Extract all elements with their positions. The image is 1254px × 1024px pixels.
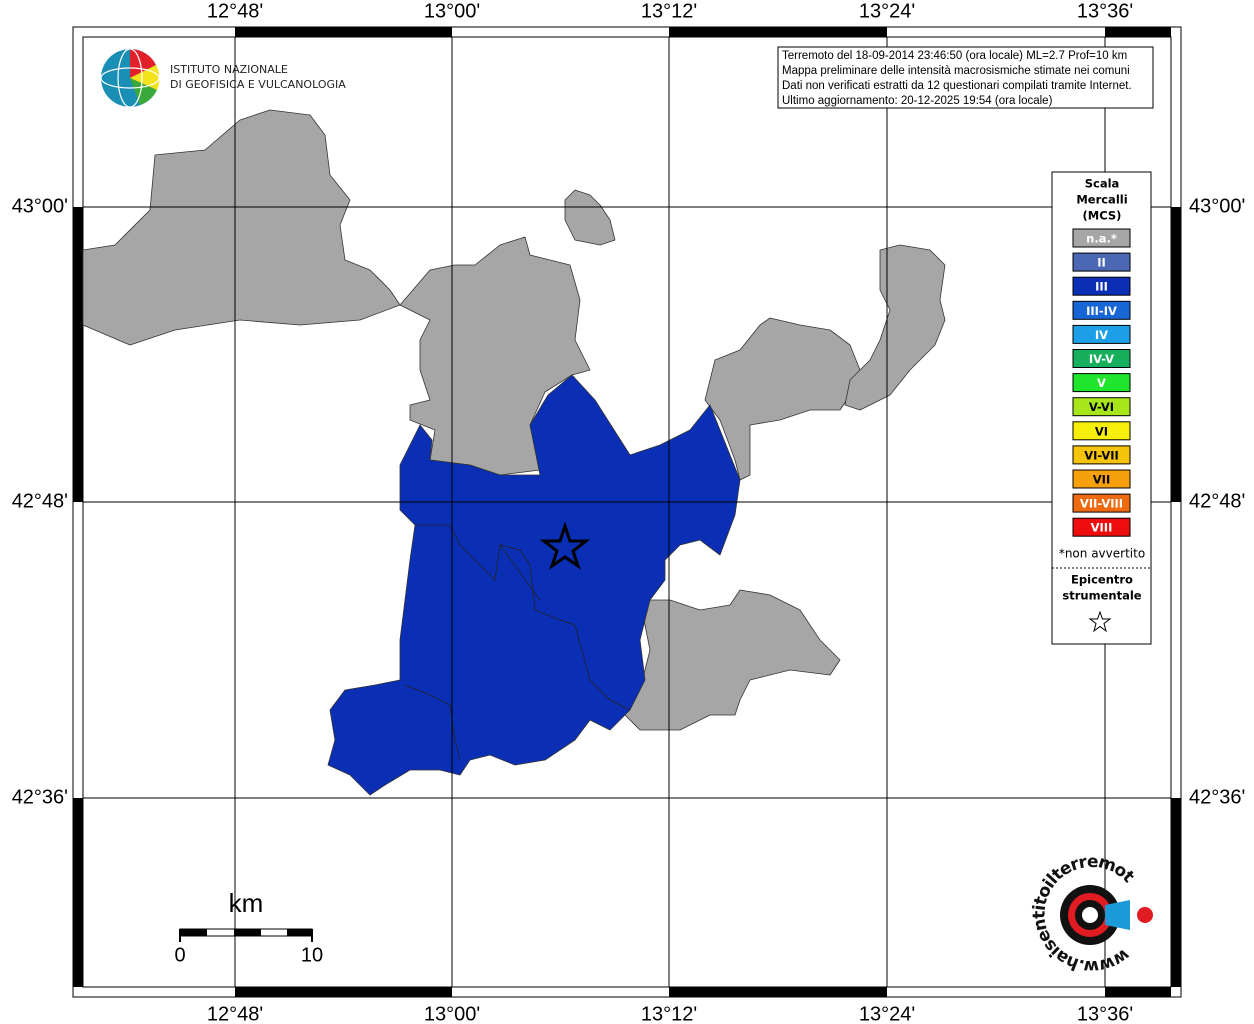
graticule [83, 37, 1171, 987]
legend-swatch [1072, 517, 1131, 537]
institute-name: ISTITUTO NAZIONALE [170, 63, 288, 76]
ingv-logo: ISTITUTO NAZIONALE DI GEOFISICA E VULCAN… [100, 48, 346, 108]
legend-label: n.a.* [1086, 232, 1117, 246]
legend-title: Mercalli [1076, 193, 1127, 207]
longitude-label: 13°12' [641, 0, 697, 22]
municipal-border [404, 524, 631, 761]
legend-swatch [1072, 349, 1131, 368]
scale-bar: km 0 10 [174, 888, 323, 966]
legend-swatch [1072, 228, 1131, 248]
info-line: Terremoto del 18-09-2014 23:46:50 (ora l… [782, 50, 1127, 62]
legend-label: VII-VIII [1080, 497, 1123, 511]
legend-label: V [1097, 376, 1106, 390]
legend-swatch [1072, 469, 1131, 489]
scale-unit: km [229, 888, 264, 918]
region-not-felt [82, 109, 401, 346]
legend-swatch [1072, 493, 1131, 513]
scale-label: 10 [301, 944, 323, 966]
info-line: Ultimo aggiornamento: 20-12-2025 19:54 (… [782, 95, 1053, 107]
latitude-label: 42°48' [1189, 490, 1245, 512]
longitude-label: 12°48' [207, 0, 263, 22]
region-not-felt [399, 236, 591, 476]
longitude-label: 13°36' [1077, 0, 1133, 22]
legend-star [1088, 610, 1112, 633]
legend-label: II [1097, 256, 1106, 270]
latitude-label: 43°00' [1189, 195, 1245, 217]
latitude-label: 43°00' [12, 195, 68, 217]
legend-label: IV-V [1089, 352, 1114, 366]
info-box [777, 46, 1154, 109]
coordinate-labels: 12°48' 12°48' 13°00' 13°00' 13°12' 13°12' 13°2… [12, 0, 1246, 1024]
legend-swatch [1072, 252, 1131, 272]
legend-label: IV [1095, 328, 1108, 342]
legend-footnote: *non avvertito [1059, 547, 1145, 561]
legend-title: (MCS) [1083, 209, 1122, 223]
legend-swatch [1072, 324, 1131, 344]
region-intensity-iii [327, 374, 741, 796]
epicenter-star [539, 521, 591, 570]
legend-swatch [1072, 445, 1131, 465]
latitude-label: 42°36' [1189, 786, 1245, 808]
longitude-label: 13°24' [859, 1003, 915, 1024]
legend-items: n.a.*IIIIIIII-IVIVIV-VVV-VIVIVI-VIIVIIVI… [1072, 228, 1131, 537]
legend-swatch [1072, 276, 1131, 296]
scale-label: 0 [174, 944, 185, 966]
legend-epicenter: Epicentro [1071, 573, 1133, 587]
legend-label: III-IV [1086, 304, 1117, 318]
latitude-label: 42°36' [12, 786, 68, 808]
longitude-label: 13°00' [424, 1003, 480, 1024]
frame-ticks [73, 27, 1181, 997]
longitude-label: 12°48' [207, 1003, 263, 1024]
longitude-label: 13°24' [859, 0, 915, 22]
latitude-label: 42°48' [12, 490, 68, 512]
region-not-felt [564, 189, 616, 246]
legend-swatch [1072, 300, 1131, 320]
legend-epicenter: strumentale [1062, 589, 1141, 603]
legend-label: V-VI [1089, 400, 1114, 414]
regions [82, 109, 946, 796]
longitude-label: 13°36' [1077, 1003, 1133, 1024]
legend-label: VI-VII [1084, 448, 1119, 462]
legend-title: Scala [1085, 177, 1120, 191]
region-not-felt [844, 244, 946, 411]
longitude-label: 13°00' [424, 0, 480, 22]
legend-swatch [1072, 397, 1131, 417]
institute-name: DI GEOFISICA E VULCANOLOGIA [170, 78, 346, 91]
legend-label: VIII [1091, 521, 1113, 535]
info-line: Dati non verificati estratti da 12 quest… [782, 80, 1132, 92]
legend-label: VI [1095, 424, 1108, 438]
legend-label: III [1095, 280, 1108, 294]
region-not-felt [624, 589, 841, 731]
legend-swatch [1072, 421, 1131, 441]
legend-label: VII [1093, 473, 1110, 487]
legend-swatch [1072, 373, 1131, 393]
info-line: Mappa preliminare delle intensità macros… [782, 65, 1130, 77]
longitude-label: 13°12' [641, 1003, 697, 1024]
